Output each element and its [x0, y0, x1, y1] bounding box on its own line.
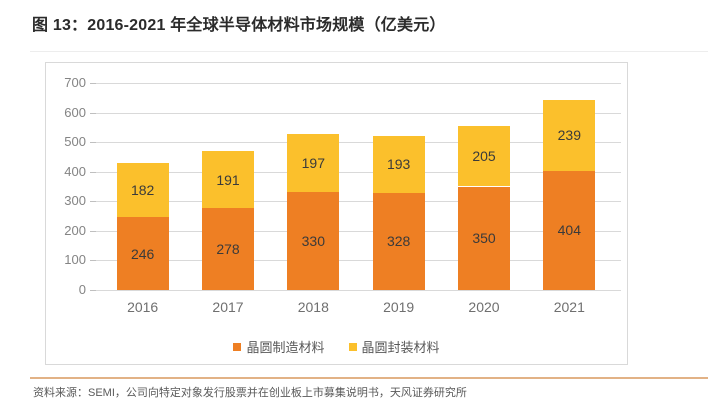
y-tick-mark	[90, 260, 96, 262]
bar-segment-2016-series0: 246	[116, 217, 169, 290]
bar-segment-2016-series1: 182	[116, 163, 169, 218]
y-tick-mark	[90, 142, 96, 144]
y-tick-mark	[90, 171, 96, 173]
bar-segment-2021-series1: 239	[543, 99, 596, 171]
bar-segment-2019-series1: 193	[372, 135, 425, 193]
data-label: 239	[557, 127, 581, 144]
gridline-700	[96, 83, 621, 84]
y-tick-mark	[90, 83, 96, 84]
y-tick-label: 0	[78, 282, 86, 297]
y-tick-label: 200	[64, 222, 86, 238]
title-divider	[30, 51, 708, 52]
gridline-500	[96, 142, 621, 144]
x-tick-label-2016: 2016	[127, 299, 159, 315]
data-label: 350	[472, 230, 496, 247]
data-label: 193	[386, 156, 411, 173]
bar-segment-2020-series0: 350	[458, 186, 510, 290]
legend-swatch-icon	[233, 342, 242, 351]
data-label: 328	[386, 233, 411, 250]
x-tick-label-2021: 2021	[553, 299, 585, 315]
source-note: 资料来源：SEMI，公司向特定对象发行股票并在创业板上市募集说明书，天风证券研究…	[33, 387, 467, 399]
x-tick-label-2017: 2017	[212, 299, 244, 315]
x-tick-label-2019: 2019	[383, 299, 415, 315]
bar-segment-2019-series0: 328	[372, 193, 425, 290]
bar-segment-2020-series1: 205	[458, 125, 510, 187]
data-label: 330	[301, 233, 325, 250]
chart-frame: 0 100 200 300 400 500 600 700 246 182 278 191 330 19…	[45, 62, 628, 365]
bar-segment-2017-series0: 278	[202, 207, 254, 290]
data-label: 197	[301, 155, 325, 172]
gridline-400	[96, 171, 621, 173]
y-tick-mark	[90, 201, 96, 203]
y-tick-label: 600	[64, 104, 86, 120]
gridline-600	[96, 112, 621, 114]
gridline-200	[96, 230, 621, 232]
data-label: 182	[130, 182, 155, 199]
legend-item-1: 晶圆封装材料	[348, 337, 440, 356]
x-tick-label-2020: 2020	[468, 299, 500, 315]
y-tick-label: 300	[64, 193, 86, 209]
legend-label: 晶圆制造材料	[246, 340, 325, 355]
bar-segment-2021-series0: 404	[543, 170, 596, 290]
gridline-100	[96, 260, 621, 262]
data-label: 205	[472, 148, 496, 165]
y-tick-label: 100	[64, 252, 86, 268]
y-tick-mark	[90, 290, 96, 291]
legend-item-0: 晶圆制造材料	[233, 337, 325, 356]
bar-segment-2017-series1: 191	[202, 151, 254, 208]
data-label: 246	[130, 245, 155, 262]
gridline-0	[96, 290, 621, 291]
legend-swatch-icon	[348, 342, 357, 351]
y-tick-mark	[90, 112, 96, 114]
y-tick-label: 400	[64, 163, 86, 179]
figure-title: 图 13：2016-2021 年全球半导体材料市场规模（亿美元）	[32, 17, 446, 34]
data-label: 191	[216, 171, 240, 188]
data-label: 278	[216, 240, 240, 257]
y-tick-mark	[90, 230, 96, 232]
legend: 晶圆制造材料 晶圆封装材料	[46, 337, 627, 356]
bar-segment-2018-series1: 197	[287, 134, 340, 193]
gridline-300	[96, 201, 621, 203]
data-label: 404	[557, 222, 581, 239]
y-tick-label: 500	[64, 134, 86, 150]
y-tick-label: 700	[64, 75, 86, 90]
legend-label: 晶圆封装材料	[361, 340, 440, 355]
source-divider	[30, 377, 708, 379]
bar-segment-2018-series0: 330	[287, 192, 340, 290]
x-tick-label-2018: 2018	[297, 299, 329, 315]
